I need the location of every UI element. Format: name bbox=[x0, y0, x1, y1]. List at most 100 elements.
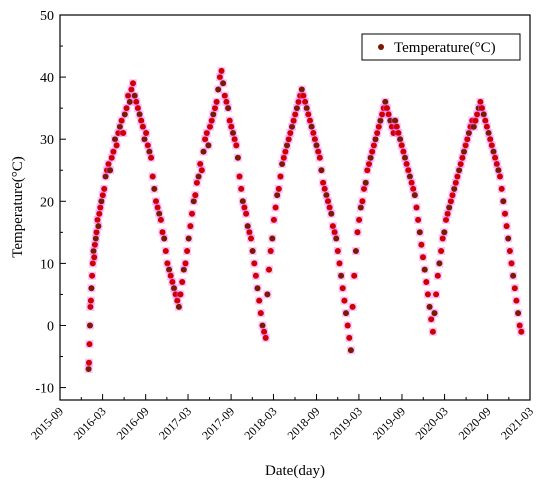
data-point bbox=[137, 116, 146, 125]
data-point bbox=[330, 228, 339, 237]
data-point bbox=[179, 265, 188, 274]
data-point bbox=[94, 222, 103, 231]
data-point bbox=[365, 160, 373, 168]
data-point bbox=[337, 271, 346, 280]
data-point bbox=[345, 333, 354, 342]
data-point bbox=[361, 178, 370, 187]
data-point bbox=[88, 271, 97, 280]
data-point bbox=[387, 122, 396, 131]
data-point bbox=[174, 302, 183, 311]
data-point bbox=[145, 147, 154, 156]
y-axis-title: Temperature(°C) bbox=[10, 156, 26, 258]
data-point bbox=[276, 172, 285, 181]
data-point bbox=[176, 290, 185, 299]
data-point bbox=[286, 129, 295, 137]
data-point bbox=[256, 309, 265, 318]
data-point bbox=[443, 209, 452, 218]
data-point bbox=[509, 271, 518, 280]
data-point bbox=[288, 122, 296, 131]
data-point bbox=[261, 333, 270, 342]
data-point bbox=[478, 104, 486, 113]
data-point bbox=[255, 296, 264, 305]
data-point bbox=[104, 160, 113, 168]
y-tick-label: 30 bbox=[40, 133, 54, 148]
data-point bbox=[510, 284, 519, 293]
data-point bbox=[427, 315, 436, 324]
y-tick-label: 10 bbox=[40, 257, 54, 272]
data-point bbox=[85, 340, 94, 349]
data-point bbox=[109, 147, 118, 156]
data-point bbox=[269, 215, 278, 224]
data-point bbox=[119, 129, 128, 137]
data-point bbox=[512, 296, 521, 305]
data-point bbox=[373, 129, 382, 137]
data-point bbox=[143, 141, 152, 150]
data-point bbox=[409, 184, 418, 193]
data-point bbox=[374, 122, 383, 131]
data-point bbox=[428, 327, 437, 336]
data-point bbox=[135, 110, 144, 119]
data-point bbox=[292, 104, 301, 113]
data-point bbox=[451, 178, 460, 187]
data-point bbox=[222, 97, 231, 106]
data-point bbox=[384, 110, 393, 119]
data-point bbox=[125, 97, 134, 106]
data-point bbox=[227, 122, 236, 131]
data-point bbox=[314, 147, 323, 156]
data-point bbox=[260, 327, 269, 336]
data-point bbox=[274, 184, 283, 193]
data-point bbox=[463, 135, 472, 144]
data-point bbox=[417, 240, 426, 249]
data-point bbox=[96, 203, 105, 212]
data-point bbox=[160, 234, 169, 243]
data-point bbox=[302, 104, 311, 113]
data-point bbox=[199, 147, 208, 156]
data-point bbox=[304, 110, 313, 119]
data-point bbox=[230, 135, 239, 144]
data-point bbox=[499, 197, 508, 206]
data-point bbox=[242, 209, 251, 218]
data-point bbox=[138, 122, 147, 131]
data-point bbox=[487, 141, 496, 150]
data-point bbox=[133, 104, 142, 113]
data-point bbox=[363, 166, 372, 175]
data-point bbox=[389, 129, 398, 137]
data-point bbox=[140, 135, 149, 144]
data-point bbox=[245, 228, 254, 237]
data-point bbox=[206, 122, 214, 131]
data-point bbox=[168, 278, 177, 286]
data-point bbox=[455, 166, 464, 175]
data-point bbox=[419, 253, 427, 262]
data-point bbox=[338, 284, 347, 293]
data-point bbox=[353, 228, 362, 237]
data-point bbox=[263, 290, 272, 299]
data-point bbox=[445, 203, 454, 212]
data-point bbox=[91, 234, 100, 243]
data-point bbox=[504, 234, 513, 243]
data-point bbox=[87, 284, 96, 293]
data-point bbox=[433, 271, 442, 280]
data-point bbox=[289, 116, 298, 125]
data-point bbox=[340, 296, 349, 305]
data-point bbox=[358, 197, 367, 206]
data-point bbox=[383, 104, 391, 113]
data-point bbox=[332, 234, 341, 243]
data-point bbox=[184, 234, 193, 243]
data-point bbox=[348, 302, 357, 311]
data-point bbox=[464, 129, 473, 137]
data-point bbox=[170, 284, 178, 293]
data-point bbox=[507, 259, 516, 268]
data-point bbox=[237, 184, 246, 193]
data-point bbox=[423, 290, 432, 299]
data-point bbox=[315, 153, 324, 162]
data-point bbox=[247, 234, 255, 243]
data-point bbox=[322, 191, 331, 200]
data-point bbox=[165, 265, 174, 274]
data-point bbox=[163, 259, 172, 268]
data-point bbox=[156, 215, 165, 224]
data-point bbox=[232, 141, 241, 150]
data-point bbox=[284, 135, 293, 144]
data-point bbox=[202, 129, 211, 137]
data-point bbox=[325, 203, 334, 212]
data-point bbox=[448, 191, 457, 200]
